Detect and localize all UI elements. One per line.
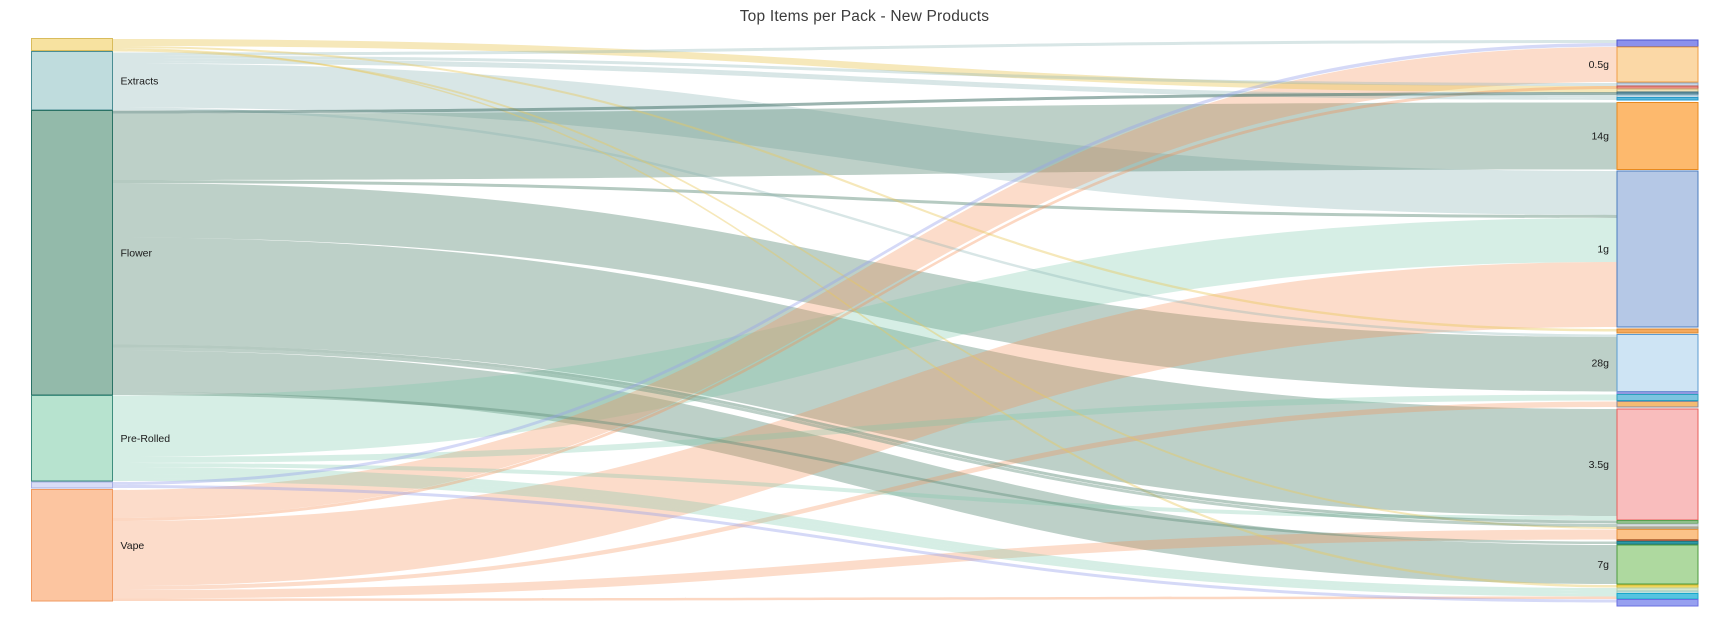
- sankey-link-l-vape-to-r-05g: [112, 47, 1617, 518]
- sankey-node-r-orange2[interactable]: [1616, 529, 1699, 540]
- sankey-link-l-yellow-to-r-s7: [112, 46, 1617, 332]
- sankey-node-r-s10[interactable]: [1616, 401, 1699, 408]
- sankey-labels-layer: Extracts Flower Pre-Rolled Vape 0.5g 14g 1g 28g…: [121, 59, 1610, 571]
- sankey-node-14g[interactable]: [1616, 102, 1699, 170]
- sankey-link-l-flower-to-r-s4: [112, 92, 1617, 114]
- sankey-link-l-extracts-to-r-s5: [112, 58, 1617, 98]
- sankey-link-l-extracts-to-r-1g: [112, 63, 1617, 215]
- sankey-link-l-yellow-to-r-s16: [112, 48, 1617, 588]
- sankey-node-3-5g[interactable]: [1616, 408, 1699, 521]
- sankey-link-l-yellow-to-r-s13: [112, 49, 1617, 529]
- sankey-link-l-prerolled-to-r-s9: [112, 394, 1617, 463]
- sankey-link-l-flower-to-r-s12: [112, 347, 1617, 527]
- node-label-7g: 7g: [1597, 559, 1609, 571]
- sankey-node-flower[interactable]: [31, 110, 113, 396]
- sankey-link-l-flower-to-r-35g: [112, 237, 1617, 516]
- node-label-0-5g: 0.5g: [1589, 59, 1610, 71]
- sankey-link-l-vape-to-r-s2: [112, 86, 1617, 521]
- sankey-node-r-s8[interactable]: [1616, 391, 1699, 395]
- sankey-node-vape[interactable]: [31, 489, 113, 602]
- sankey-link-l-yellow-to-r-s3: [112, 39, 1617, 93]
- node-label-extracts: Extracts: [121, 75, 159, 87]
- sankey-node-r-purple-top[interactable]: [1616, 39, 1699, 47]
- sankey-node-r-s13[interactable]: [1616, 526, 1699, 530]
- sankey-link-l-lavender-to-r-purple-top: [112, 43, 1617, 485]
- sankey-node-l-yellow[interactable]: [31, 38, 113, 51]
- sankey-link-l-prerolled-to-r-1g: [112, 218, 1617, 457]
- sankey-link-l-vape-to-r-orange2: [112, 529, 1617, 599]
- sankey-node-r-s11[interactable]: [1616, 520, 1699, 524]
- sankey-nodes-layer: [31, 38, 1699, 607]
- node-label-vape: Vape: [121, 540, 145, 552]
- node-label-28g: 28g: [1591, 358, 1609, 370]
- node-label-1g: 1g: [1597, 244, 1609, 256]
- sankey-link-l-flower-to-r-s11: [112, 344, 1617, 524]
- sankey-node-extracts[interactable]: [31, 51, 113, 111]
- sankey-node-l-lavender[interactable]: [31, 481, 113, 489]
- sankey-node-r-purple-bottom[interactable]: [1616, 599, 1699, 607]
- sankey-node-r-s15[interactable]: [1616, 541, 1699, 545]
- sankey-link-l-flower-to-r-s15: [112, 392, 1617, 544]
- sankey-node-pre-rolled[interactable]: [31, 395, 113, 482]
- sankey-links-layer: [112, 39, 1617, 603]
- sankey-link-l-extracts-to-r-s1: [112, 55, 1617, 86]
- sankey-node-r-s7[interactable]: [1616, 328, 1699, 334]
- sankey-link-l-prerolled-to-r-s18: [112, 474, 1617, 594]
- node-label-pre-rolled: Pre-Rolled: [121, 433, 171, 445]
- sankey-node-7g[interactable]: [1616, 544, 1699, 585]
- sankey-node-r-s9[interactable]: [1616, 394, 1699, 401]
- sankey-link-l-vape-to-r-s10: [112, 401, 1617, 590]
- sankey-link-l-vape-to-r-1g: [112, 262, 1617, 586]
- sankey-link-l-flower-to-r-14g: [112, 102, 1617, 180]
- node-label-flower: Flower: [121, 247, 153, 259]
- sankey-link-l-flower-to-r-1g: [112, 180, 1617, 218]
- sankey-link-l-vape-to-r-s19: [112, 596, 1617, 601]
- sankey-link-l-lavender-to-r-purple-bottom: [112, 485, 1617, 603]
- sankey-node-r-s19[interactable]: [1616, 593, 1699, 600]
- node-label-14g: 14g: [1591, 131, 1609, 143]
- sankey-link-l-extracts-to-r-purple-top: [112, 40, 1617, 56]
- sankey-link-l-extracts-to-r-28g: [112, 107, 1617, 337]
- sankey-link-l-prerolled-to-r-s19: [112, 478, 1617, 597]
- sankey-link-l-flower-to-r-7g: [112, 350, 1617, 584]
- sankey-link-l-prerolled-to-r-s17: [112, 467, 1617, 591]
- sankey-link-l-prerolled-to-r-35g: [112, 463, 1617, 520]
- node-label-3-5g: 3.5g: [1589, 459, 1610, 471]
- sankey-link-l-extracts-to-r-s6: [112, 61, 1617, 100]
- sankey-node-r-s6[interactable]: [1616, 97, 1699, 101]
- sankey-node-0-5g[interactable]: [1616, 46, 1699, 83]
- sankey-node-1g[interactable]: [1616, 170, 1699, 328]
- chart-title: Top Items per Pack - New Products: [739, 8, 990, 25]
- sankey-link-l-flower-to-r-28g: [112, 183, 1617, 392]
- sankey-node-28g[interactable]: [1616, 334, 1699, 392]
